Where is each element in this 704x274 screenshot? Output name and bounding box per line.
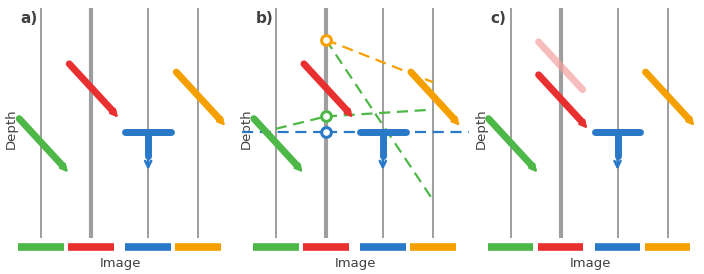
Text: Depth: Depth: [5, 109, 18, 149]
Text: a): a): [20, 11, 38, 26]
Text: Image: Image: [570, 257, 611, 270]
Text: c): c): [490, 11, 506, 26]
Text: Image: Image: [100, 257, 142, 270]
Text: Image: Image: [335, 257, 376, 270]
Text: Depth: Depth: [474, 109, 487, 149]
Text: b): b): [256, 11, 273, 26]
Text: Depth: Depth: [240, 109, 253, 149]
